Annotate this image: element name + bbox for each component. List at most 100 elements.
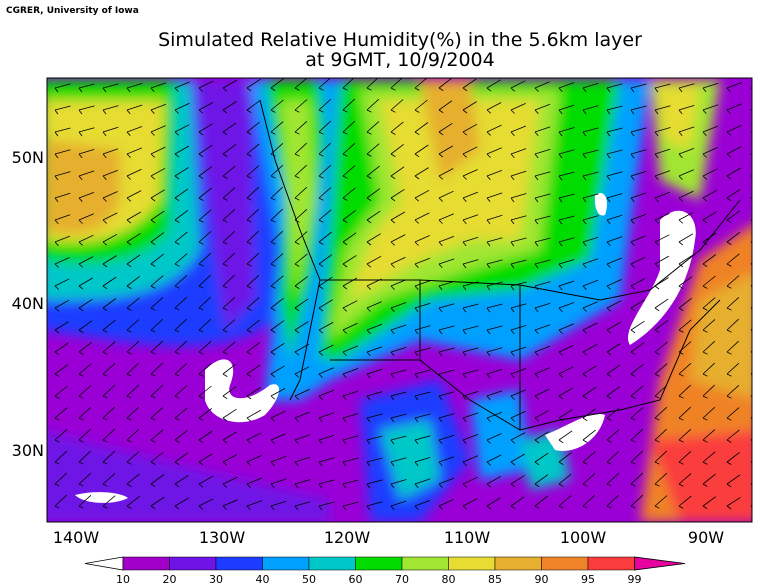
wind-barb [294,389,310,400]
wind-barb [222,79,238,92]
colorbar-label: 10 [116,573,130,586]
wind-barb [702,319,716,333]
colorbar-under [84,556,124,571]
wind-barb [654,105,671,115]
wind-barb [462,101,477,114]
wind-barb [342,255,357,268]
wind-barb [294,298,309,312]
wind-barb [342,78,355,91]
wind-barb [630,235,646,246]
wind-barb [534,171,551,181]
colorbar-segment [355,556,403,571]
wind-barb [414,189,430,202]
longitude-label: 120W [324,528,371,547]
wind-barb [726,231,740,245]
wind-barb [606,149,623,159]
wind-barb [126,104,143,115]
wind-barb [222,431,238,444]
wind-barb [390,256,406,268]
wind-barb [342,187,356,201]
wind-barb [198,102,214,114]
wind-barb [174,318,187,333]
wind-barb [222,319,236,333]
humidity-field [47,78,752,522]
wind-barb [342,501,359,511]
wind-barb [702,473,716,487]
wind-barb [390,479,407,489]
wind-barb [222,476,238,488]
wind-barb [462,476,478,488]
wind-barb [150,189,165,202]
wind-barb [102,298,117,312]
wind-barb [486,368,503,379]
wind-barb [702,168,718,180]
wind-barb [606,472,620,487]
wind-barb [174,209,189,223]
wind-barb [150,275,164,289]
longitude-label: 100W [560,528,607,547]
wind-barb [654,298,669,312]
wind-barb [606,236,623,247]
wind-barb [534,215,551,225]
wind-barb [294,253,308,267]
wind-barb [726,318,739,333]
wind-barb [630,127,647,137]
wind-barb [294,186,308,201]
wind-barb [414,235,430,246]
wind-barb [78,472,92,487]
wind-barb [174,275,188,289]
wind-barb [462,455,478,466]
wind-barb [318,98,332,113]
wind-barb [366,368,383,379]
wind-barb [726,210,741,224]
wind-barb [534,81,550,92]
wind-barb [414,500,431,510]
wind-barb [654,406,668,421]
wind-barb [246,186,260,201]
wind-barb [318,434,335,445]
wind-barb [582,127,599,137]
wind-barb [630,385,644,399]
wind-barb [318,412,335,423]
wind-barb [726,275,740,289]
colorbar-label: 80 [442,573,456,586]
colorbar-label: 90 [535,573,549,586]
wind-barb [222,252,235,267]
wind-barb [318,187,332,201]
wind-barb [54,214,71,225]
wind-barb [294,121,308,135]
wind-barb [630,450,643,465]
map-frame [46,77,753,523]
wind-barb [582,494,596,509]
wind-barb [582,344,598,356]
wind-barb [126,429,140,443]
wind-barb [246,477,263,488]
wind-barb [414,478,431,489]
wind-barb [270,121,284,135]
wind-barb [678,190,694,202]
wind-barb [438,499,454,510]
wind-barb [222,341,236,355]
wind-barb [198,408,213,422]
wind-barb [78,385,92,399]
wind-barb [198,430,213,444]
wind-barb [582,322,598,334]
wind-barb [390,234,406,246]
wind-barb [582,365,597,378]
wind-barb [486,497,501,510]
wind-barb [222,122,237,136]
wind-barb [582,429,596,443]
colorbar-label: 70 [395,573,409,586]
wind-barb [510,170,527,181]
wind-barb [78,450,91,465]
wind-barb [438,236,455,246]
wind-barb [342,322,358,334]
wind-barb [342,277,358,290]
wind-barb [246,409,262,422]
wind-barb [462,412,479,423]
wind-barb [366,165,380,179]
wind-barb [54,299,70,312]
wind-barb [342,479,359,489]
wind-barb [678,148,695,158]
longitude-label: 130W [199,528,246,547]
